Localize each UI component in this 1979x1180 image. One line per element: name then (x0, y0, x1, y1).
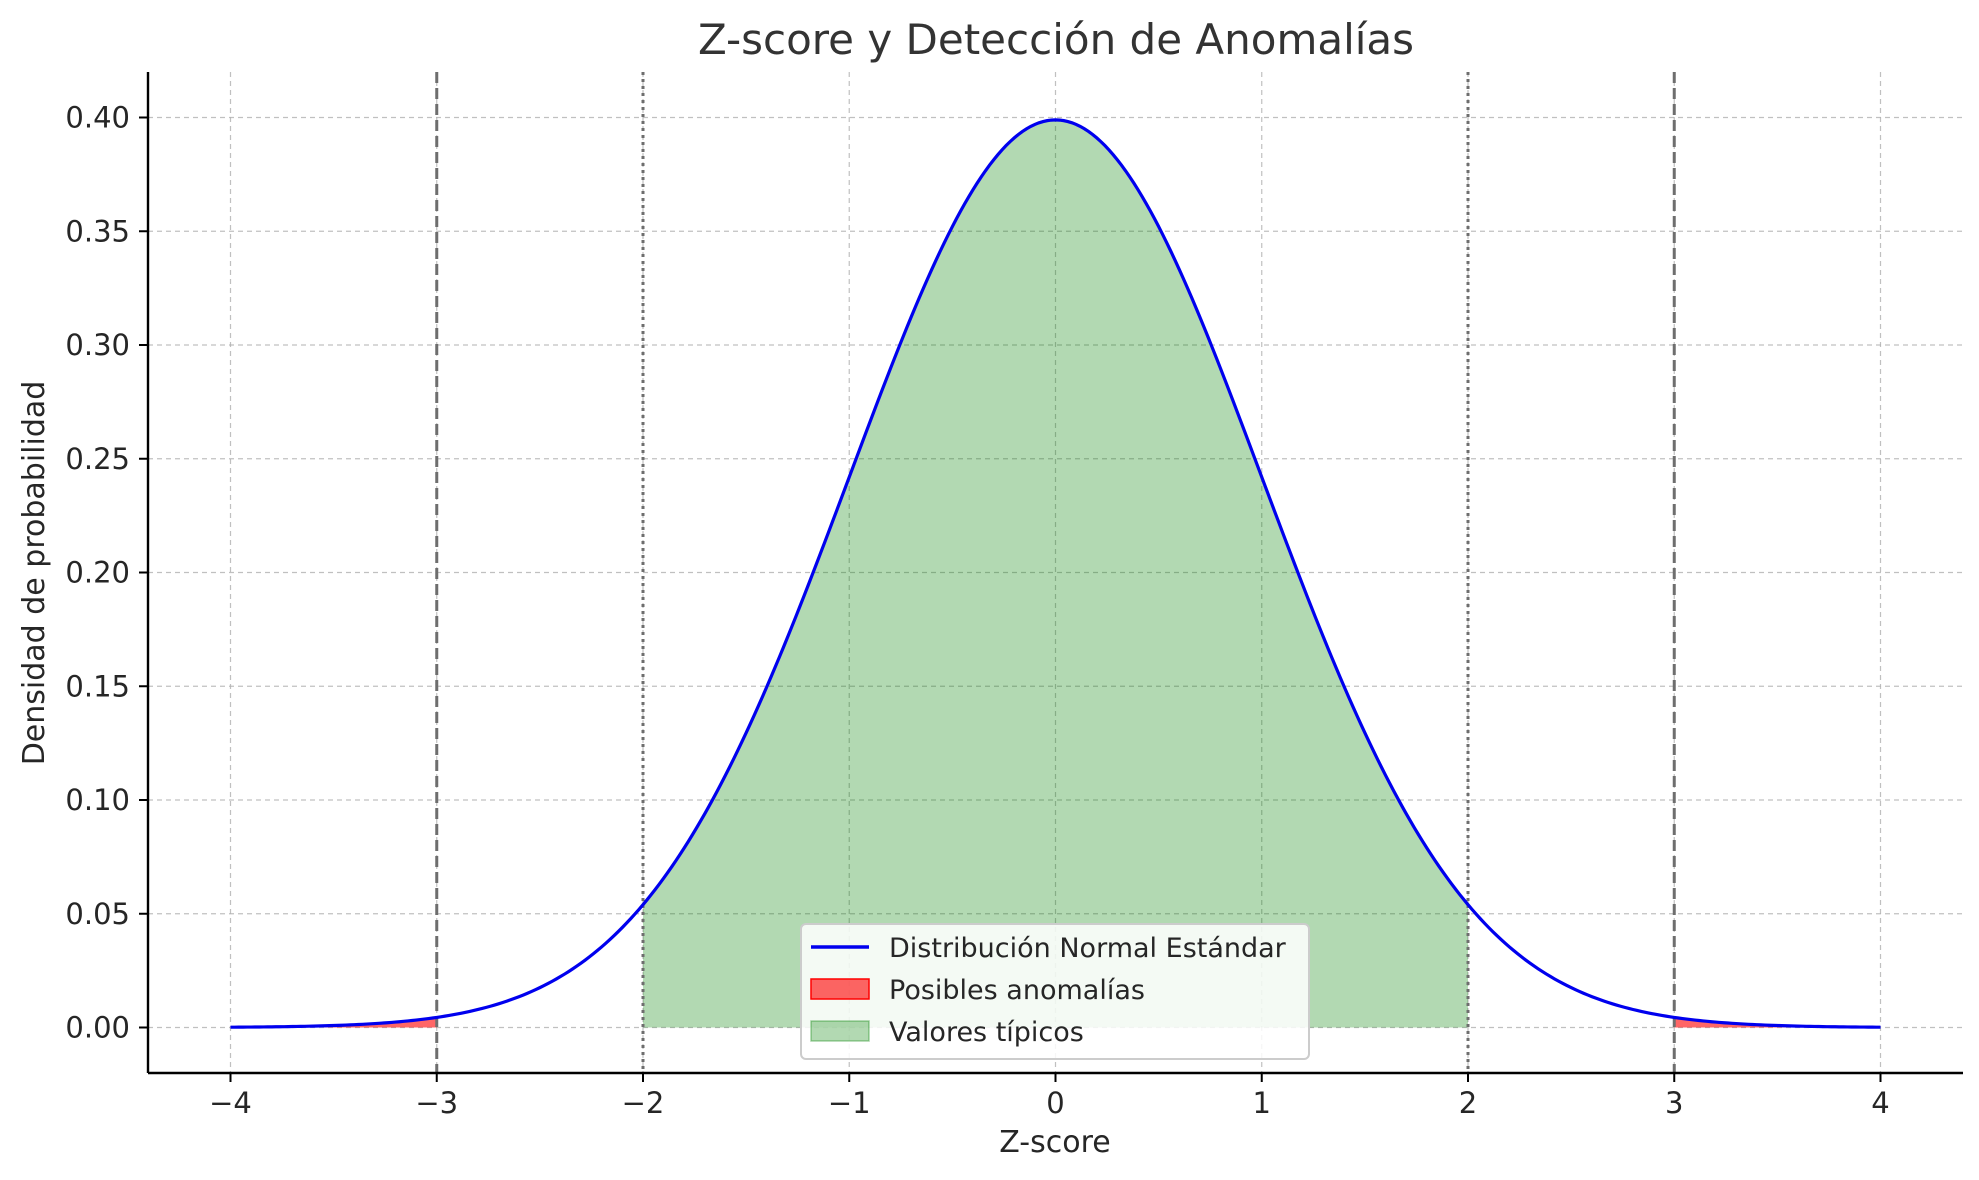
x-tick-label: 3 (1665, 1086, 1683, 1120)
y-tick-label: 0.35 (65, 214, 130, 248)
x-tick-label: −1 (828, 1086, 871, 1120)
legend-anomalies-swatch (810, 978, 870, 1000)
x-ticks: −4 −3 −2 −1 0 1 2 3 4 (209, 1073, 1890, 1120)
y-tick-label: 0.15 (65, 669, 130, 703)
typical-values-fill (643, 119, 1468, 1028)
y-tick-label: 0.40 (65, 101, 130, 135)
normal-distribution-curve (230, 118, 1881, 1029)
anomaly-fill (230, 1017, 437, 1028)
x-tick-label: −2 (622, 1086, 665, 1120)
x-tick-label: −3 (415, 1086, 458, 1120)
x-tick-label: 4 (1871, 1086, 1889, 1120)
y-tick-label: 0.25 (65, 442, 130, 476)
legend-label-normal: Distribución Normal Estándar (889, 933, 1287, 964)
y-ticks: 0.00 0.05 0.10 0.15 0.20 0.25 0.30 0.35 0.40 (65, 101, 148, 1045)
series-lines (230, 118, 1881, 1029)
legend-label-anomalies: Posibles anomalías (889, 975, 1145, 1006)
x-tick-label: 1 (1253, 1086, 1271, 1120)
legend: Distribución Normal Estándar Posibles an… (800, 923, 1310, 1060)
x-tick-label: −4 (209, 1086, 252, 1120)
legend-label-typical: Valores típicos (889, 1017, 1084, 1048)
x-axis-label: Z-score (999, 1125, 1110, 1160)
y-tick-label: 0.00 (65, 1011, 130, 1045)
y-tick-label: 0.20 (65, 556, 130, 590)
y-axis-label: Densidad de probabilidad (17, 381, 52, 766)
x-tick-label: 0 (1046, 1086, 1064, 1120)
chart-title: Z-score y Detección de Anomalías (698, 15, 1414, 64)
x-tick-label: 2 (1459, 1086, 1477, 1120)
legend-typical-swatch (810, 1020, 870, 1042)
fill-regions (230, 119, 1881, 1028)
legend-frame (800, 923, 1310, 1060)
anomaly-fill (1674, 1017, 1881, 1028)
y-tick-label: 0.10 (65, 783, 130, 817)
y-tick-label: 0.30 (65, 328, 130, 362)
y-tick-label: 0.05 (65, 897, 130, 931)
